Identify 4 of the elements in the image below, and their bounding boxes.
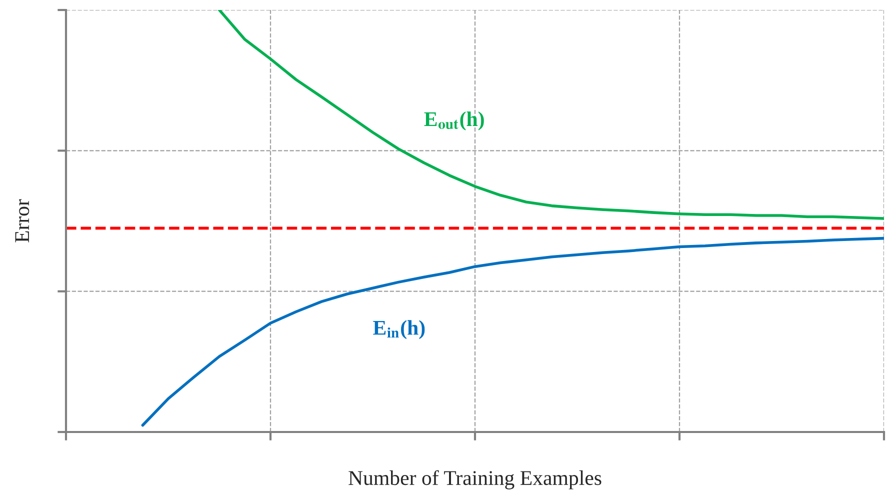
series-label: E$_{out}$(h) [424,112,484,130]
series-label: E$_{in}$(h) [373,320,425,340]
y-axis-title: Error [15,199,30,242]
x-axis-title: Number of Training Examples [348,470,602,490]
